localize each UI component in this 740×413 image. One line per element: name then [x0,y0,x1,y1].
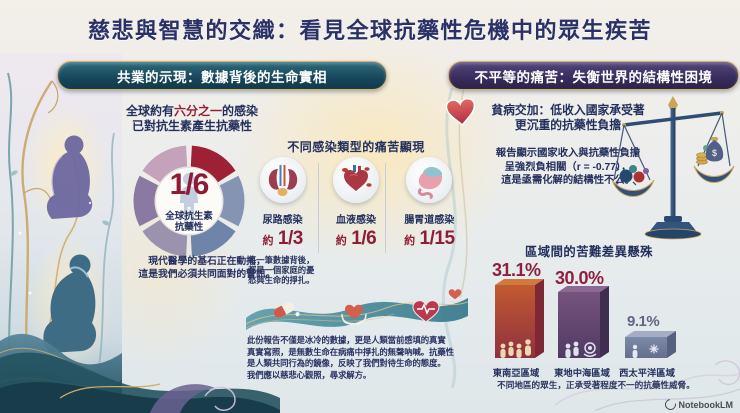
heart-blood-icon [332,157,379,203]
stomach-icon [406,157,453,203]
left-section-banner-label: 共業的示現：數據背後的生命實相 [117,69,327,85]
scale-pan-money: $ [693,137,735,183]
notebooklm-logo-icon [662,396,678,413]
grieving-figure-bottom [43,254,97,353]
infection-label: 尿路感染 [262,215,303,226]
scale-beam [622,111,724,127]
balance-scale-illustration: $ [611,96,735,240]
stat-heading-prefix: 全球約有 [125,104,174,118]
donut-segment-6 [142,145,188,183]
donut-segments [133,145,245,257]
bar-category-label: 東地中海區域 [554,368,610,378]
bar-east-mediterranean [558,286,609,358]
burden-body-text: 報告顯示國家收入與抗藥性負擔 呈強烈負相關（r = -0.77）， 這是亟需化解… [495,148,641,186]
corner-wave-decoration [0,352,280,413]
heartbeat-heart-icon [412,300,440,323]
care-wave-band [246,289,468,330]
right-section-banner-label: 不平等的痛苦：失衡世界的結構性困境 [474,69,713,85]
left-section-banner: 共業的示現：數據背後的生命實相 [57,61,387,90]
infection-types-header: 不同感染類型的痛苦顯現 [287,140,425,154]
donut-segment-5 [133,175,159,227]
notebooklm-watermark: NotebookLM [662,396,733,413]
donut-segment-4 [142,219,188,257]
bar-southeast-asia [495,279,544,358]
teal-branches [7,72,115,386]
data-note-text: 每一筆數據背後， 都是一個家庭的憂 愁與生命的掙扎。 [248,255,315,285]
bar-value-label: 31.1% [492,260,541,280]
infection-fraction: 約 1/3 [262,228,303,249]
page-title: 慈悲與智慧的交織：看見全球抗藥性危機中的眾生疾苦 [87,18,652,43]
infection-fraction: 約 1/6 [335,228,377,249]
donut-segment-highlight [190,145,236,183]
infection-row: 尿路感染 約 1/3 血液感染 約 1/6 [246,157,466,250]
infection-label: 血液感染 [335,215,376,226]
money-bag-icon [705,140,724,162]
donut-segment-2 [219,175,245,227]
money-bag-symbol: $ [712,148,717,158]
donut-center-label: 全球抗生素 抗藥性 [165,211,213,233]
infection-fraction: 約 1/15 [404,228,455,249]
regional-chart-title: 區域間的苦難差異懸殊 [525,245,653,259]
bar-western-pacific [625,331,676,358]
global-stat-heading: 全球約有六分之一的感染 已對抗生素產生抗藥性 [122,104,262,133]
resistance-donut-chart: 1/6 全球抗生素 抗藥性 [127,139,251,263]
heart-icon [445,97,476,126]
infection-item-gastro: 腸胃道感染 約 1/15 [393,157,466,250]
divider-line [385,163,386,253]
infection-label: 腸胃道感染 [404,215,455,226]
right-section-banner: 不平等的痛苦：失衡世界的結構性困境 [448,61,739,90]
burden-heading: 貧病交加：低收入國家承受著 更沉重的抗藥性負擔 [491,103,645,132]
hand-heart-small-icon [448,289,462,304]
corner-curl-decoration [555,360,740,412]
regional-bar-chart [495,279,676,358]
divider-line [318,163,319,253]
regional-chart-note: 不同地區的眾生，正承受著程度不一的抗藥性威脅。 [497,380,695,390]
donut-center-fraction: 1/6 [169,168,210,201]
bar-category-label: 東南亞區域 [492,368,540,378]
stat-heading-suffix: 的感染 [222,104,259,118]
kidney-icon [259,157,306,203]
infection-item-blood: 血液感染 約 1/6 [319,157,392,250]
bar-value-label: 9.1% [627,313,660,330]
stat-heading-line2: 已對抗生素產生抗藥性 [131,118,252,133]
bar-category-label: 西太平洋區域 [619,368,675,378]
medical-warning-text: 現代醫學的基石正在動搖， 這是我們必須共同面對的警訊。 [138,256,276,280]
pill-icon [273,302,300,318]
person-silhouette-icon [180,173,198,227]
donut-segment-3 [190,219,236,257]
infection-item-urinary: 尿路感染 約 1/3 [246,157,319,250]
scale-pan-germs [611,165,655,197]
bar-value-label: 30.0% [555,268,604,288]
stat-heading-highlight: 六分之一 [173,104,222,118]
grieving-figure-top [46,135,93,219]
closing-paragraph: 此份報告不僅是冰冷的數據，更是人類當前感填的真實 真實寫照，是無數生命在病痛中掙… [247,335,454,380]
hands-heart-icon [341,304,367,325]
